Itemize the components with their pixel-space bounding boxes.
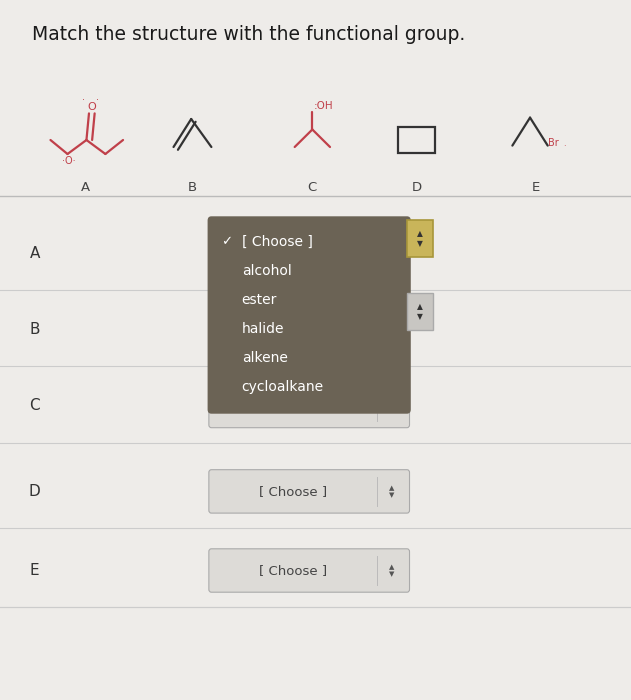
FancyBboxPatch shape bbox=[407, 220, 433, 257]
FancyBboxPatch shape bbox=[208, 216, 411, 414]
Text: ·: · bbox=[563, 142, 565, 151]
Text: [ Choose ]: [ Choose ] bbox=[242, 234, 312, 248]
Text: [ Choose ]: [ Choose ] bbox=[259, 564, 327, 577]
Text: ✓: ✓ bbox=[221, 235, 232, 248]
Text: A: A bbox=[81, 181, 90, 194]
FancyBboxPatch shape bbox=[209, 470, 410, 513]
Text: Match the structure with the functional group.: Match the structure with the functional … bbox=[32, 25, 465, 43]
Text: ▲
▼: ▲ ▼ bbox=[417, 229, 423, 248]
Text: ▲
▼: ▲ ▼ bbox=[389, 564, 394, 577]
Text: D: D bbox=[29, 484, 40, 499]
Text: C: C bbox=[308, 181, 317, 194]
Text: E: E bbox=[30, 563, 40, 578]
Text: [ Choose ]: [ Choose ] bbox=[259, 400, 327, 412]
Text: ·: · bbox=[97, 95, 99, 105]
Text: E: E bbox=[532, 181, 541, 194]
Text: :OH: :OH bbox=[314, 101, 334, 111]
Text: ester: ester bbox=[242, 293, 277, 307]
Text: B: B bbox=[30, 321, 40, 337]
Text: halide: halide bbox=[242, 322, 284, 336]
Text: ▲
▼: ▲ ▼ bbox=[417, 302, 423, 321]
Text: ▲
▼: ▲ ▼ bbox=[389, 485, 394, 498]
Text: C: C bbox=[30, 398, 40, 414]
Text: A: A bbox=[30, 246, 40, 261]
Text: O: O bbox=[87, 102, 96, 112]
Text: B: B bbox=[188, 181, 197, 194]
Text: [ Choose ]: [ Choose ] bbox=[259, 485, 327, 498]
FancyBboxPatch shape bbox=[209, 384, 410, 428]
Text: Br: Br bbox=[548, 139, 559, 148]
Text: ▲
▼: ▲ ▼ bbox=[389, 400, 394, 412]
Text: D: D bbox=[411, 181, 422, 194]
Text: alcohol: alcohol bbox=[242, 264, 292, 278]
Text: ·: · bbox=[83, 95, 85, 105]
FancyBboxPatch shape bbox=[209, 549, 410, 592]
Text: alkene: alkene bbox=[242, 351, 288, 365]
Text: ·O·: ·O· bbox=[62, 156, 76, 166]
FancyBboxPatch shape bbox=[407, 293, 433, 330]
Text: cycloalkane: cycloalkane bbox=[242, 380, 324, 394]
